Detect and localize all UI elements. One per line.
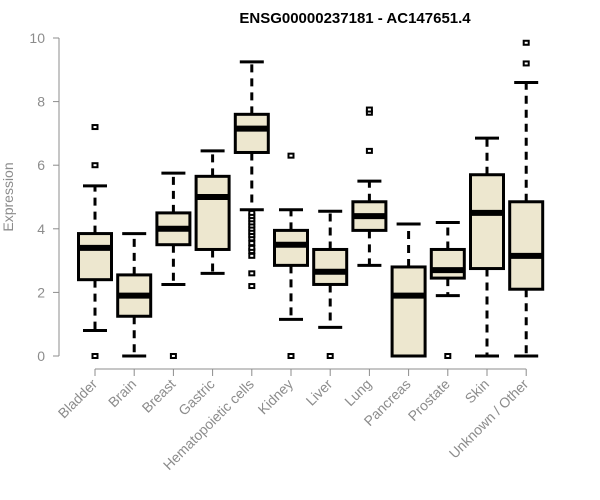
box-iqr (194, 174, 231, 251)
outlier-point (91, 124, 99, 131)
x-tick-label: Kidney (255, 376, 297, 418)
x-tick-label: Brain (105, 376, 139, 410)
box-iqr (429, 247, 466, 280)
x-tick-label: Bladder (55, 376, 101, 422)
box-brain (116, 232, 153, 358)
outlier-point (287, 353, 295, 359)
y-tick-label: 2 (37, 284, 45, 300)
outlier-point (287, 152, 295, 159)
outlier-point (365, 106, 373, 113)
box-lung (351, 106, 388, 267)
box-pancreas (390, 222, 427, 358)
outlier-point (248, 283, 256, 290)
outlier-point (522, 60, 530, 67)
y-tick-label: 10 (29, 30, 45, 46)
y-axis-label: Expression (0, 162, 16, 231)
box-iqr (312, 247, 349, 286)
outlier-point (91, 353, 99, 359)
outlier-point (365, 147, 373, 154)
x-tick-label: Liver (303, 376, 336, 409)
outlier-point (248, 240, 256, 247)
box-hematopoietic-cells (233, 60, 270, 290)
outlier-point (248, 209, 256, 216)
outlier-point (444, 353, 452, 359)
y-axis: 0 2 4 6 8 10 (29, 30, 60, 364)
x-tick-label: Breast (139, 376, 179, 416)
outlier-point (326, 353, 334, 359)
outlier-point (91, 162, 99, 169)
outlier-point (248, 270, 256, 277)
box-kidney (273, 152, 309, 359)
box-unknown-other (508, 39, 545, 358)
chart-title: ENSG00000237181 - AC147651.4 (239, 10, 471, 27)
box-bladder (77, 124, 113, 359)
box-skin (469, 136, 505, 358)
boxes (77, 39, 545, 359)
outlier-point (248, 252, 256, 259)
box-iqr (77, 232, 113, 282)
box-breast (155, 171, 192, 359)
outlier-point (248, 244, 256, 251)
outlier-point (169, 353, 177, 359)
x-tick-label: Prostate (405, 376, 453, 424)
y-tick-label: 6 (37, 157, 45, 173)
box-prostate (429, 220, 466, 359)
y-tick-label: 4 (37, 221, 45, 237)
box-liver (312, 209, 349, 359)
y-tick-label: 8 (37, 94, 45, 110)
x-tick-label: Lung (341, 376, 374, 409)
box-iqr (390, 265, 427, 358)
y-tick-label: 0 (37, 348, 45, 364)
x-tick-label: Skin (462, 376, 493, 407)
box-iqr (233, 112, 270, 154)
box-gastric (194, 149, 231, 275)
box-iqr (469, 173, 505, 271)
box-iqr (273, 228, 309, 267)
outlier-point (522, 39, 530, 46)
box-iqr (508, 200, 545, 291)
